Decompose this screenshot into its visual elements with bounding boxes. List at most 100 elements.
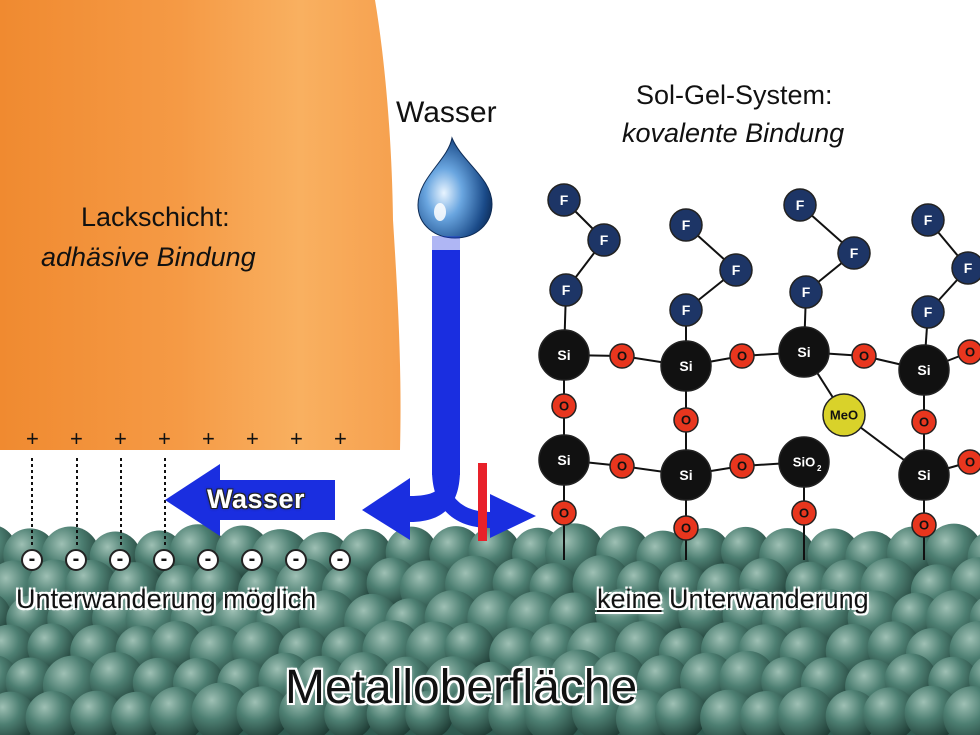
water-arrow-left xyxy=(165,464,335,536)
minus-charge-sign: - xyxy=(336,547,344,570)
metal-atom-sphere xyxy=(572,683,630,735)
minus-charge-sign: - xyxy=(116,547,124,570)
water-drop-icon xyxy=(417,136,493,239)
water-stream xyxy=(432,250,460,475)
metal-atom-sphere xyxy=(324,690,374,735)
metal-atom-sphere xyxy=(777,686,836,735)
minus-charge-sign: - xyxy=(160,547,168,570)
fluorine-atom-label: F xyxy=(802,284,811,300)
oxygen-atom-label: O xyxy=(919,518,929,533)
fluorine-atom: F xyxy=(669,293,703,327)
metal-atom-sphere xyxy=(111,691,163,735)
plus-charge: + xyxy=(158,426,171,451)
oxygen-atom-label: O xyxy=(617,459,627,474)
fluorine-atom: F xyxy=(837,236,871,270)
oxygen-atom: O xyxy=(957,449,980,475)
oxygen-atom-label: O xyxy=(681,413,691,428)
metal-atom-sphere xyxy=(825,689,878,735)
fluorine-atom: F xyxy=(549,273,583,307)
oxygen-atom-label: O xyxy=(859,349,869,364)
silicon-atom-label: Si xyxy=(797,344,810,360)
silicon-atom: Si xyxy=(538,329,590,381)
metal-atom-sphere xyxy=(366,689,416,735)
metal-atom-sphere xyxy=(524,685,582,735)
fluorine-atom: F xyxy=(951,251,980,285)
metal-atom-sphere xyxy=(191,682,250,735)
oxygen-atom: O xyxy=(957,339,980,365)
plus-charge: + xyxy=(26,426,39,451)
minus-charge: - xyxy=(197,549,219,571)
water-split-left-arrow xyxy=(362,470,460,540)
silicon-atom-label: Si xyxy=(557,347,570,363)
fluorine-atom-label: F xyxy=(796,197,805,213)
fluorine-atom-label: F xyxy=(924,304,933,320)
silicon-atom: Si xyxy=(660,340,712,392)
metal-surface-spheres xyxy=(0,523,980,735)
barrier-mark xyxy=(478,463,487,541)
metal-surface-label: Metalloberfläche xyxy=(285,661,638,714)
silica-atom-label: SiO xyxy=(793,455,815,470)
silica-atom-subscript: 2 xyxy=(817,464,822,473)
oxygen-atom-label: O xyxy=(559,506,569,521)
minus-charge: - xyxy=(285,549,307,571)
oxygen-atom: O xyxy=(673,515,699,541)
metal-atom-sphere xyxy=(863,687,917,735)
plus-charge: + xyxy=(246,426,259,451)
metal-atom-sphere xyxy=(149,686,205,735)
no-undermining-label: keine Unterwanderung xyxy=(597,584,869,615)
water-split-right-arrow xyxy=(432,470,536,538)
metal-atom-sphere xyxy=(448,685,501,735)
paint-layer-subtitle: adhäsive Bindung xyxy=(41,242,256,272)
minus-charge-sign: - xyxy=(248,547,256,570)
minus-charge-sign: - xyxy=(292,547,300,570)
oxygen-atom-label: O xyxy=(559,399,569,414)
metal-atom-sphere xyxy=(70,690,123,735)
silicon-atom: Si xyxy=(660,449,712,501)
minus-charge-sign: - xyxy=(204,547,212,570)
charge-lines xyxy=(31,458,166,548)
fluorine-atom: F xyxy=(587,223,621,257)
silicon-atom-label: Si xyxy=(679,467,692,483)
paint-layer-title: Lackschicht: xyxy=(81,202,230,232)
fluorine-atom-label: F xyxy=(682,217,691,233)
oxygen-atom-label: O xyxy=(965,345,975,360)
minus-charge: - xyxy=(241,549,263,571)
oxygen-atom: O xyxy=(729,343,755,369)
oxygen-atom-label: O xyxy=(965,455,975,470)
oxygen-atom-label: O xyxy=(737,459,747,474)
minus-charge: - xyxy=(109,549,131,571)
sol-gel-title: Sol-Gel-System: xyxy=(636,80,833,110)
metal-oxide-atom: MeO xyxy=(822,393,866,437)
oxygen-atom: O xyxy=(551,500,577,526)
metal-atom-sphere xyxy=(943,686,980,735)
fluorine-atom-label: F xyxy=(562,282,571,298)
minus-charge: - xyxy=(21,549,43,571)
oxygen-atom: O xyxy=(673,407,699,433)
silicon-atom: Si xyxy=(898,344,950,396)
fluorine-atom: F xyxy=(719,253,753,287)
silicon-atom-label: Si xyxy=(917,362,930,378)
plus-charge: + xyxy=(334,426,347,451)
metal-atom-sphere xyxy=(236,686,290,735)
minus-charge-sign: - xyxy=(72,547,80,570)
fluorine-atom-label: F xyxy=(560,192,569,208)
fluorine-atom-label: F xyxy=(850,245,859,261)
oxygen-atom: O xyxy=(851,343,877,369)
silicon-atom: Si xyxy=(898,449,950,501)
oxygen-atom: O xyxy=(791,500,817,526)
minus-charge: - xyxy=(153,549,175,571)
minus-charge: - xyxy=(65,549,87,571)
undermining-possible-label: Unterwanderung möglich xyxy=(16,584,317,614)
paint-layer xyxy=(0,0,401,450)
oxygen-atom-label: O xyxy=(617,349,627,364)
silicon-atom: Si xyxy=(778,326,830,378)
metal-oxide-atom-label: MeO xyxy=(830,408,858,423)
plus-charge: + xyxy=(70,426,83,451)
sol-gel-subtitle: kovalente Bindung xyxy=(622,118,845,148)
oxygen-atom-label: O xyxy=(681,521,691,536)
water-top-label: Wasser xyxy=(396,96,497,129)
metal-atom-sphere xyxy=(25,691,80,735)
